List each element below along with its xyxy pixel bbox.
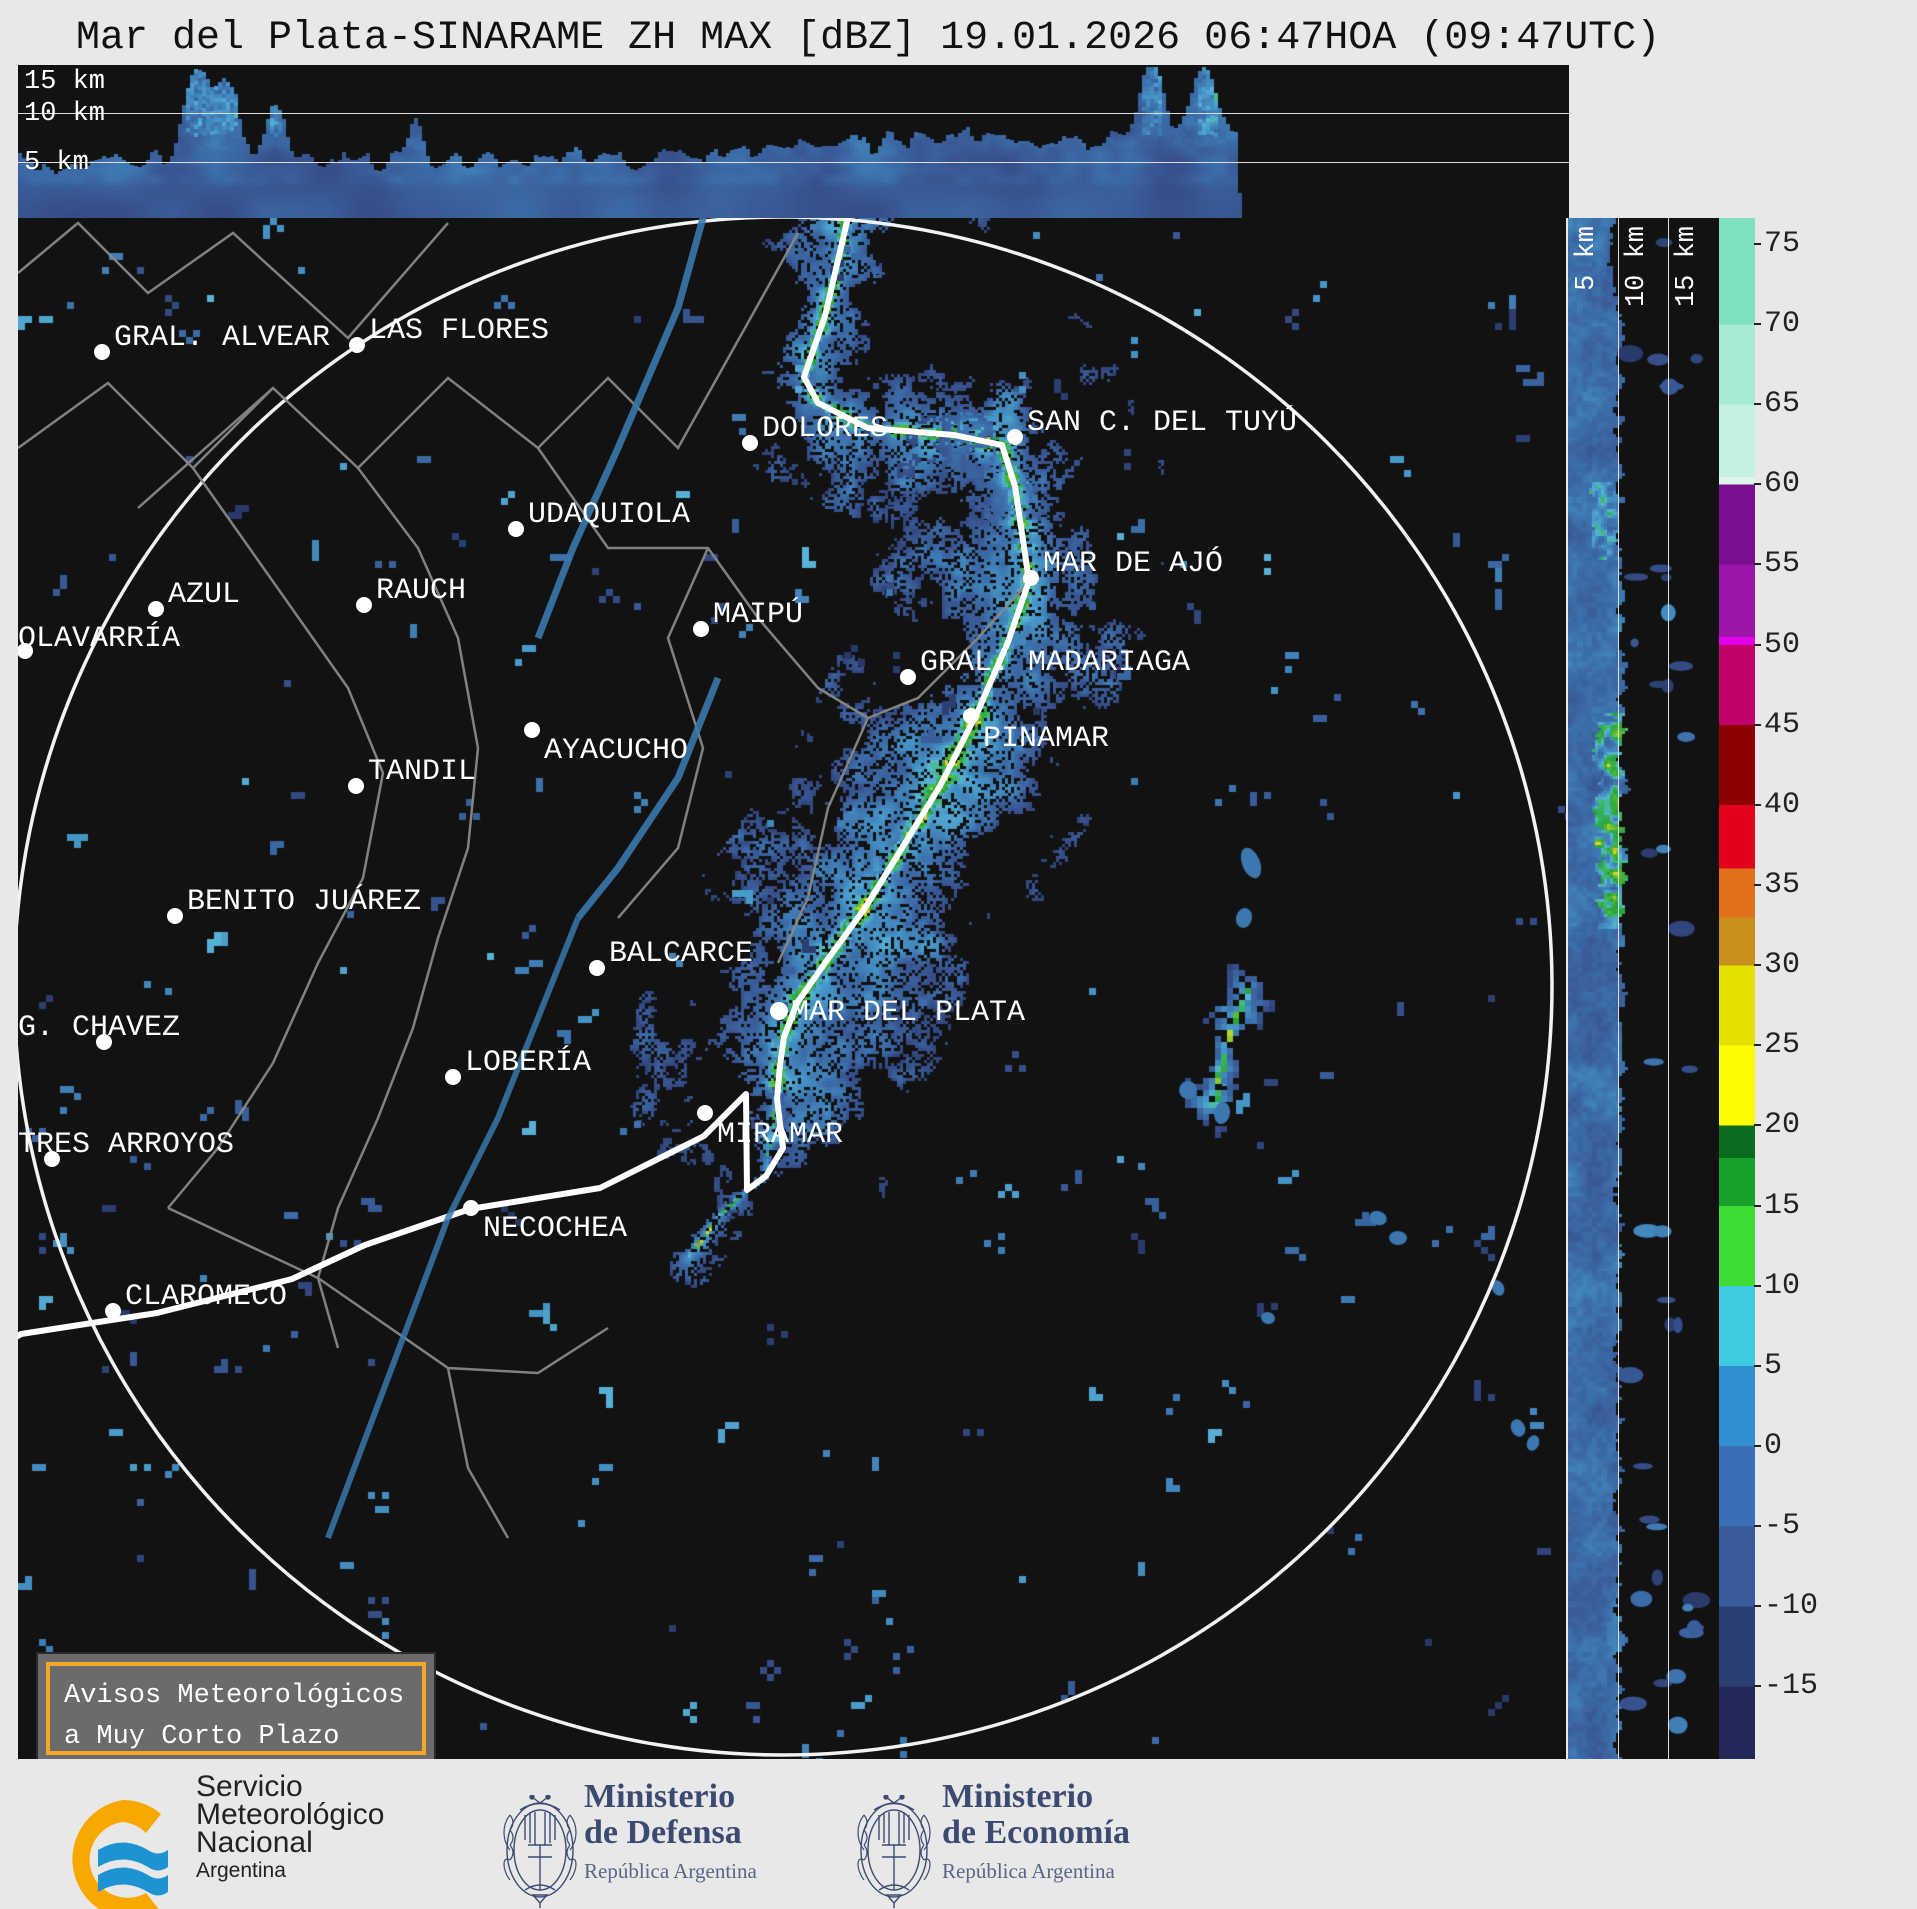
svg-text:DOLORES: DOLORES — [762, 412, 888, 446]
svg-text:G. CHAVEZ: G. CHAVEZ — [18, 1011, 180, 1045]
svg-text:NECOCHEA: NECOCHEA — [483, 1212, 627, 1246]
svg-text:TANDIL: TANDIL — [368, 755, 476, 789]
svg-text:RAUCH: RAUCH — [376, 574, 466, 608]
svg-text:LAS FLORES: LAS FLORES — [369, 314, 549, 348]
svg-text:GRAL. ALVEAR: GRAL. ALVEAR — [114, 321, 330, 355]
svg-text:MAR DEL PLATA: MAR DEL PLATA — [791, 996, 1025, 1030]
svg-text:CLAROMECO: CLAROMECO — [125, 1280, 287, 1314]
svg-text:OLAVARRÍA: OLAVARRÍA — [18, 621, 180, 656]
svg-text:MIRAMAR: MIRAMAR — [717, 1118, 843, 1152]
svg-text:PINAMAR: PINAMAR — [983, 722, 1109, 756]
svg-text:AZUL: AZUL — [168, 578, 240, 612]
svg-text:BENITO JUÁREZ: BENITO JUÁREZ — [187, 884, 421, 919]
svg-text:UDAQUIOLA: UDAQUIOLA — [528, 498, 690, 532]
svg-text:GRAL. MADARIAGA: GRAL. MADARIAGA — [920, 646, 1190, 680]
svg-text:BALCARCE: BALCARCE — [609, 937, 753, 971]
svg-text:SAN C. DEL TUYÚ: SAN C. DEL TUYÚ — [1027, 405, 1297, 440]
svg-text:MAR DE AJÓ: MAR DE AJÓ — [1043, 546, 1223, 581]
svg-text:AYACUCHO: AYACUCHO — [544, 734, 688, 768]
svg-text:TRES ARROYOS: TRES ARROYOS — [18, 1128, 234, 1162]
svg-text:LOBERÍA: LOBERÍA — [465, 1045, 591, 1080]
svg-text:MAIPÚ: MAIPÚ — [713, 597, 803, 632]
